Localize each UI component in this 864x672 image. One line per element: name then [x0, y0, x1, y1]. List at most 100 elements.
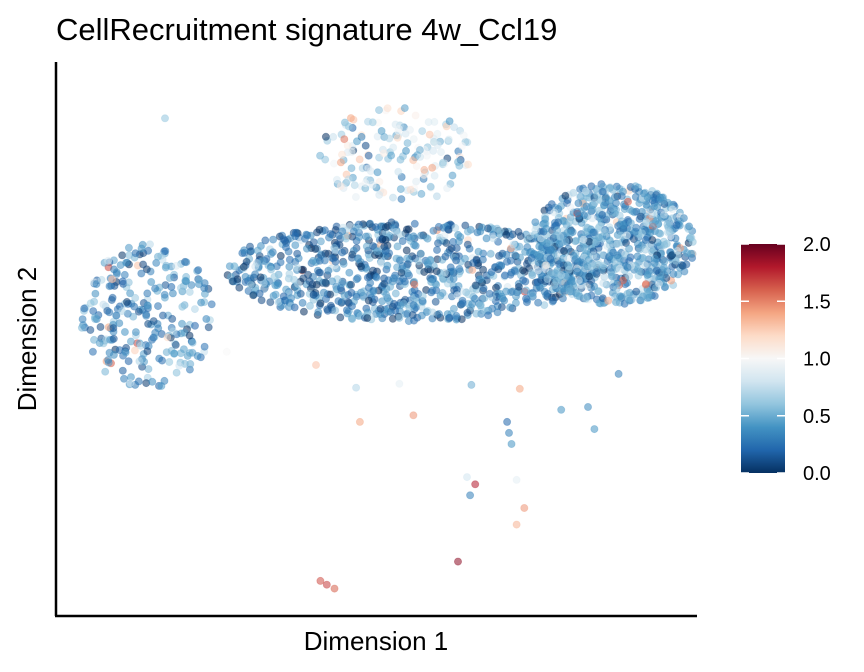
data-point	[375, 177, 384, 186]
data-point	[177, 319, 186, 328]
data-point	[685, 222, 694, 231]
data-point	[409, 156, 418, 165]
data-point	[535, 242, 544, 251]
data-point	[267, 265, 276, 274]
data-point	[356, 262, 365, 271]
data-point	[482, 234, 491, 243]
data-point	[432, 245, 441, 254]
data-point	[584, 402, 593, 411]
data-point	[415, 145, 424, 154]
data-point	[444, 225, 453, 234]
data-point	[105, 282, 114, 291]
data-point	[549, 296, 558, 305]
data-point	[90, 297, 99, 306]
data-point	[625, 244, 634, 253]
data-point	[255, 289, 264, 298]
data-point	[409, 301, 418, 310]
data-point	[614, 369, 623, 378]
data-point	[344, 122, 353, 131]
data-point	[342, 306, 351, 315]
data-point	[534, 298, 543, 307]
data-point	[291, 228, 300, 237]
data-point	[197, 298, 206, 307]
data-point	[253, 246, 262, 255]
data-point	[321, 249, 330, 258]
data-point	[346, 280, 355, 289]
data-point	[366, 278, 375, 287]
data-point	[147, 277, 156, 286]
data-point	[285, 269, 294, 278]
data-point	[516, 253, 525, 262]
data-point	[160, 376, 169, 385]
data-point	[379, 149, 388, 158]
data-point	[386, 282, 395, 291]
data-point	[397, 172, 406, 181]
data-point	[338, 227, 347, 236]
data-point	[565, 284, 574, 293]
data-point	[617, 192, 626, 201]
data-point	[546, 254, 555, 263]
data-point	[311, 360, 320, 369]
data-point	[329, 132, 338, 141]
data-point	[304, 270, 313, 279]
data-point	[347, 164, 356, 173]
data-point	[638, 229, 647, 238]
data-point	[451, 223, 460, 232]
data-point	[400, 104, 409, 113]
data-point	[158, 311, 167, 320]
data-point	[316, 576, 325, 585]
data-point	[395, 379, 404, 388]
data-point	[507, 439, 516, 448]
data-point	[594, 223, 603, 232]
data-point	[656, 193, 665, 202]
data-point	[402, 225, 411, 234]
data-point	[109, 350, 118, 359]
data-point	[137, 244, 146, 253]
data-point	[336, 158, 345, 167]
data-point	[408, 310, 417, 319]
data-point	[188, 338, 197, 347]
data-point	[393, 133, 402, 142]
data-point	[484, 311, 493, 320]
data-point	[137, 269, 146, 278]
data-point	[134, 377, 143, 386]
data-point	[416, 152, 425, 161]
data-point	[176, 283, 185, 292]
data-point	[612, 199, 621, 208]
chart-title: CellRecruitment signature 4w_Ccl19	[56, 12, 557, 47]
data-point	[153, 252, 162, 261]
data-point	[182, 277, 191, 286]
data-point	[613, 251, 622, 260]
data-point	[380, 242, 389, 251]
data-point	[235, 283, 244, 292]
data-point	[464, 290, 473, 299]
data-point	[560, 246, 569, 255]
data-point	[607, 272, 616, 281]
data-point	[372, 273, 381, 282]
data-point	[655, 279, 664, 288]
data-point	[357, 132, 366, 141]
data-point	[200, 284, 209, 293]
data-point	[443, 184, 452, 193]
data-point	[136, 341, 145, 350]
data-point	[553, 226, 562, 235]
data-point	[398, 237, 407, 246]
data-point	[552, 277, 561, 286]
data-point	[417, 189, 426, 198]
data-point	[381, 235, 390, 244]
data-point	[441, 252, 450, 261]
data-point	[393, 242, 402, 251]
data-point	[485, 289, 494, 298]
y-axis-label: Dimension 2	[12, 267, 42, 412]
data-point	[433, 239, 442, 248]
data-point	[271, 290, 280, 299]
data-point	[364, 164, 373, 173]
data-point	[409, 135, 418, 144]
data-point	[299, 307, 308, 316]
data-point	[452, 256, 461, 265]
data-point	[124, 243, 133, 252]
data-point	[163, 333, 172, 342]
data-point	[542, 261, 551, 270]
data-point	[122, 258, 131, 267]
data-point	[101, 367, 110, 376]
